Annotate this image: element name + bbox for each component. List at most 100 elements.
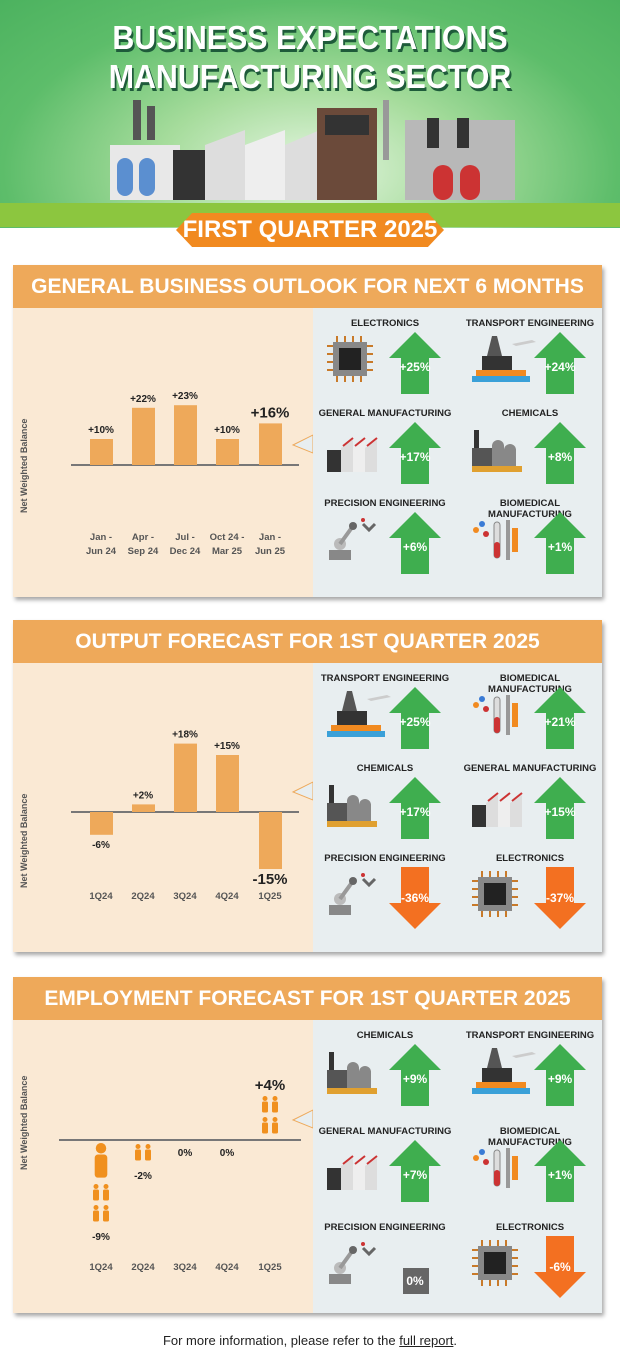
panel-title: EMPLOYMENT FORECAST FOR 1ST QUARTER 2025 (13, 977, 602, 1020)
biomed-icon (473, 1148, 518, 1188)
x-tick-label: Sep 24 (128, 546, 159, 557)
sector-name: PRECISION ENGINEERING (324, 498, 446, 509)
sector-name: TRANSPORT ENGINEERING (320, 673, 450, 684)
sector-value: +9% (547, 1072, 573, 1086)
sector-factory: GENERAL MANUFACTURING +7% (313, 1118, 457, 1210)
sector-value: +25% (399, 360, 431, 374)
person-icon (93, 1184, 99, 1189)
sector-value: +1% (547, 540, 573, 554)
title-line-2: MANUFACTURING SECTOR (108, 58, 512, 95)
x-tick-label: 1Q24 (89, 1262, 113, 1273)
bar (174, 405, 197, 465)
data-label: -15% (252, 871, 287, 888)
x-tick-label: Jul - (175, 532, 195, 543)
data-label: 0% (178, 1148, 193, 1159)
sector-value: -6% (549, 1260, 571, 1274)
sector-name: CHEMICALS (501, 408, 559, 419)
arrow-up-icon (534, 687, 586, 749)
sector-value: -36% (400, 891, 429, 905)
neutral-square-icon (403, 1268, 429, 1294)
person-icon (103, 1184, 109, 1189)
callout-pointer (291, 781, 314, 801)
sector-name: CHEMICALS (356, 1030, 414, 1041)
sector-name: ELECTRONICS (495, 1222, 565, 1233)
chip-icon (472, 871, 518, 917)
sector-name: BIOMEDICAL MANUFACTURING (488, 673, 572, 695)
x-tick-label: Jan - (259, 532, 281, 543)
data-label: -2% (134, 1171, 152, 1182)
sector-factory: GENERAL MANUFACTURING +15% (458, 755, 602, 847)
sector-name: BIOMEDICAL MANUFACTURING (488, 498, 572, 520)
data-label: +22% (130, 394, 156, 405)
x-tick-label: Dec 24 (170, 546, 201, 557)
data-label: -9% (92, 1232, 110, 1243)
arrow-up-icon (389, 422, 441, 484)
panel-employment-forecast: EMPLOYMENT FORECAST FOR 1ST QUARTER 2025… (13, 977, 602, 1313)
sector-value: +6% (402, 540, 428, 554)
arrow-up-icon (389, 1044, 441, 1106)
person-icon (272, 1122, 278, 1134)
person-icon (95, 1143, 107, 1154)
full-report-link[interactable]: full report (399, 1333, 454, 1348)
footer-text: For more information, please refer to th… (162, 1333, 400, 1348)
data-label: +23% (172, 391, 198, 402)
biomed-icon (473, 695, 518, 735)
sector-name: ELECTRONICS (495, 853, 565, 864)
arrow-up-icon (534, 1044, 586, 1106)
person-icon (262, 1122, 268, 1134)
bar (132, 804, 155, 812)
rig-icon (327, 691, 391, 737)
bar (174, 743, 197, 812)
sector-chip: ELECTRONICS +25% (313, 310, 457, 402)
x-tick-label: Jun 24 (86, 546, 117, 557)
sector-factory: GENERAL MANUFACTURING +17% (313, 400, 457, 492)
person-icon (262, 1117, 268, 1122)
person-icon (135, 1144, 141, 1149)
factory-icon (327, 1155, 378, 1190)
arrow-up-icon (534, 777, 586, 839)
sector-value: +15% (544, 805, 576, 819)
sector-name: CHEMICALS (356, 763, 414, 774)
person-icon (272, 1117, 278, 1122)
sector-name: PRECISION ENGINEERING (324, 1222, 446, 1233)
sector-name: PRECISION ENGINEERING (324, 853, 446, 864)
sector-name: GENERAL MANUFACTURING (463, 763, 597, 774)
arrow-up-icon (389, 777, 441, 839)
title-line-1: BUSINESS EXPECTATIONS (112, 19, 508, 56)
data-label: -6% (92, 840, 110, 851)
person-icon (93, 1205, 99, 1210)
factory-icon (327, 437, 378, 472)
sector-value: +25% (399, 715, 431, 729)
sector-robot: PRECISION ENGINEERING -36% (313, 845, 457, 937)
x-tick-label: 1Q25 (258, 891, 282, 902)
sector-name: TRANSPORT ENGINEERING (465, 1030, 595, 1041)
x-tick-label: Apr - (132, 532, 154, 543)
x-tick-label: Jun 25 (255, 546, 286, 557)
sector-value: +24% (544, 360, 576, 374)
robot-icon (329, 518, 377, 560)
x-tick-label: 1Q25 (258, 1262, 282, 1273)
robot-icon (329, 1242, 377, 1284)
biomed-icon (473, 520, 518, 560)
chip-icon (327, 336, 373, 382)
arrow-up-icon (534, 332, 586, 394)
arrow-up-icon (389, 687, 441, 749)
sector-name: GENERAL MANUFACTURING (318, 1126, 452, 1137)
chemicals-icon (327, 1052, 377, 1094)
x-tick-label: Mar 25 (212, 546, 243, 557)
arrow-up-icon (389, 1140, 441, 1202)
data-label: +10% (88, 425, 114, 436)
sector-chip: ELECTRONICS -37% (458, 845, 602, 937)
person-icon (103, 1210, 109, 1222)
bar (216, 439, 239, 465)
sector-value: +17% (399, 450, 431, 464)
person-icon (262, 1096, 268, 1101)
callout-pointer (291, 1109, 314, 1129)
footer: For more information, please refer to th… (0, 1333, 620, 1348)
data-label: +10% (214, 425, 240, 436)
data-label: +2% (133, 790, 153, 801)
arrow-up-icon (534, 512, 586, 574)
sector-rig: TRANSPORT ENGINEERING +9% (458, 1022, 602, 1114)
person-icon (145, 1144, 151, 1149)
callout-pointer (291, 434, 314, 454)
